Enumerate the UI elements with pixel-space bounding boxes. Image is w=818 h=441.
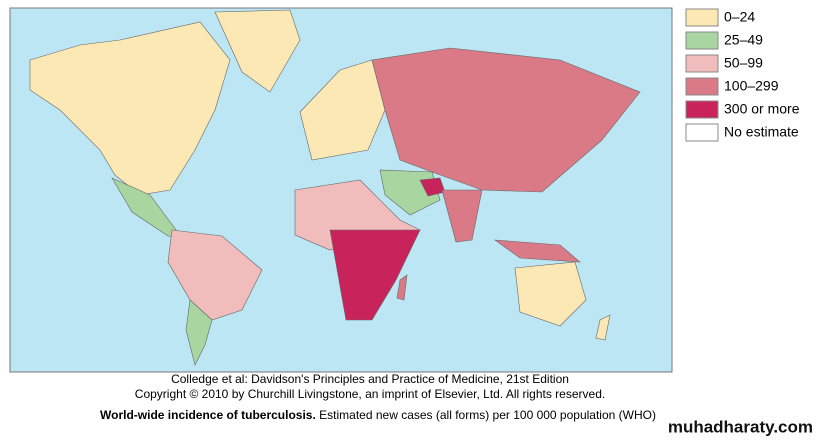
south-america bbox=[167, 229, 263, 321]
new-zealand bbox=[595, 314, 611, 341]
watermark: muhadharaty.com bbox=[668, 417, 813, 436]
greenland bbox=[214, 9, 301, 93]
legend-label: 0–24 bbox=[724, 9, 755, 25]
legend-swatch bbox=[685, 123, 719, 142]
legend-swatch bbox=[685, 31, 719, 50]
legend-swatch bbox=[685, 8, 719, 27]
legend-label: 300 or more bbox=[724, 101, 800, 117]
north-america bbox=[29, 21, 231, 196]
russia-asia bbox=[371, 47, 641, 193]
sub-saharan-africa bbox=[329, 229, 421, 321]
legend-swatch bbox=[685, 100, 719, 119]
world-map bbox=[29, 9, 641, 366]
caption-text: Estimated new cases (all forms) per 100 … bbox=[319, 408, 656, 422]
caption: World-wide incidence of tuberculosis. Es… bbox=[100, 408, 656, 422]
legend-label: 25–49 bbox=[724, 32, 763, 48]
indonesia bbox=[493, 239, 581, 263]
caption-title: World-wide incidence of tuberculosis. bbox=[100, 408, 316, 422]
credit-line: Colledge et al: Davidson's Principles an… bbox=[171, 372, 569, 386]
southern-cone bbox=[185, 299, 213, 366]
india bbox=[441, 189, 483, 243]
legend-swatch bbox=[685, 54, 719, 73]
legend-swatch bbox=[685, 77, 719, 96]
legend-label: No estimate bbox=[724, 124, 799, 140]
legend-label: 100–299 bbox=[724, 78, 779, 94]
madagascar bbox=[396, 274, 408, 301]
legend: 0–24 25–49 50–99 100–299 300 or more No estim… bbox=[685, 8, 800, 142]
legend-label: 50–99 bbox=[724, 55, 763, 71]
australia bbox=[514, 261, 587, 327]
credit-line: Copyright © 2010 by Churchill Livingston… bbox=[135, 387, 605, 401]
